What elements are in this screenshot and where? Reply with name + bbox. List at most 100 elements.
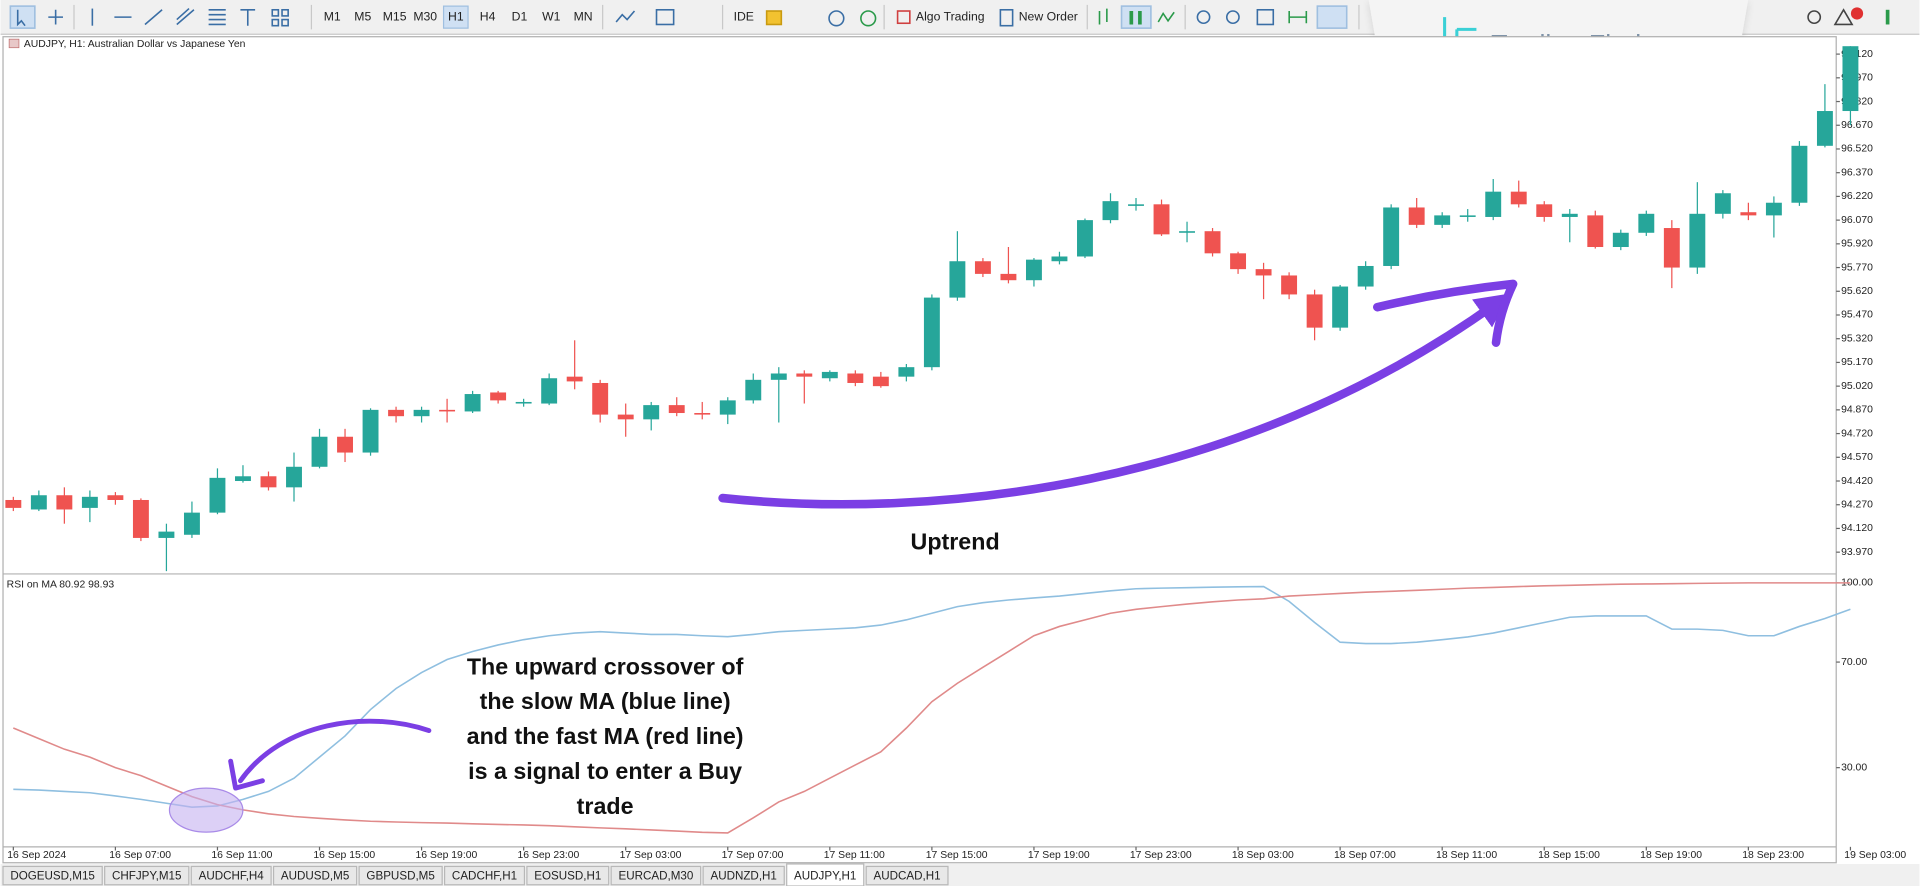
y-tick-label: 100.00 — [1841, 578, 1873, 589]
tile-icon[interactable] — [1256, 8, 1275, 26]
timeframe-button[interactable]: M5 — [354, 9, 371, 23]
market-icon[interactable] — [765, 10, 783, 26]
candle-body — [286, 466, 302, 488]
x-tick-label: 16 Sep 19:00 — [415, 850, 477, 861]
bars-icon[interactable] — [1098, 8, 1108, 25]
tab-label[interactable]: AUDCAD,H1 — [874, 869, 941, 882]
x-tick-label: 16 Sep 15:00 — [313, 850, 375, 861]
candle-body — [1204, 231, 1221, 254]
candle-body — [1332, 286, 1349, 328]
tab-label[interactable]: DOGEUSD,M15 — [10, 869, 95, 882]
text-icon[interactable] — [240, 8, 256, 26]
y-tick-label: 94.870 — [1841, 405, 1873, 416]
candle-body — [1638, 213, 1655, 233]
candle-body — [1714, 193, 1731, 214]
candle-body — [1485, 191, 1502, 217]
cursor-button[interactable] — [9, 5, 36, 29]
search-icon[interactable] — [1807, 10, 1822, 25]
candle-body — [1230, 253, 1247, 270]
candle-body — [515, 401, 532, 404]
candle-body — [974, 261, 991, 274]
candle-body — [592, 382, 609, 415]
tab[interactable] — [786, 863, 865, 886]
tab[interactable] — [358, 865, 443, 886]
algo-trading-button[interactable]: Algo Trading — [916, 9, 985, 23]
tab[interactable] — [272, 865, 358, 886]
order-icon[interactable] — [999, 8, 1014, 27]
tab[interactable] — [190, 865, 272, 886]
crossover-highlight — [168, 787, 244, 833]
x-tick-label: 16 Sep 23:00 — [518, 850, 580, 861]
timeframe-button[interactable]: M30 — [413, 9, 437, 23]
tab-label[interactable]: CADCHF,H1 — [452, 869, 517, 882]
y-tick-label: 95.770 — [1841, 262, 1873, 273]
candle-body — [158, 531, 175, 538]
shapes-icon[interactable] — [271, 8, 280, 17]
timeframe-button[interactable]: MN — [574, 9, 593, 23]
candle-body — [1408, 207, 1425, 225]
timeframe-button[interactable]: M15 — [383, 9, 407, 23]
timeframe-button[interactable]: M1 — [324, 9, 341, 23]
x-tick-label: 18 Sep 11:00 — [1436, 850, 1497, 861]
timeframe-button[interactable]: H4 — [480, 9, 496, 23]
candle-body — [107, 495, 124, 500]
candle-body — [1281, 275, 1298, 295]
x-tick-label: 18 Sep 07:00 — [1334, 850, 1396, 861]
algo-icon[interactable] — [896, 10, 911, 25]
candle-body — [1663, 228, 1680, 268]
zoom-in-icon[interactable] — [1196, 10, 1211, 25]
tab[interactable] — [610, 865, 702, 886]
candle-body — [1689, 213, 1706, 268]
tab-label[interactable]: GBPUSD,M5 — [366, 869, 434, 882]
tab[interactable] — [702, 865, 785, 886]
zoom-out-icon[interactable] — [1225, 10, 1240, 25]
tab[interactable] — [104, 865, 190, 886]
ide-button[interactable]: IDE — [734, 9, 754, 23]
tab-label[interactable]: EURCAD,M30 — [618, 869, 693, 882]
timeframe-button[interactable]: D1 — [512, 9, 528, 23]
signal-annotation: trade — [577, 793, 634, 819]
tab-label[interactable]: AUDJPY,H1 — [794, 869, 856, 882]
x-tick-label: 19 Sep 03:00 — [1844, 850, 1906, 861]
uptrend-arrowhead — [1373, 279, 1518, 347]
tab[interactable] — [2, 865, 103, 886]
new-order-button[interactable]: New Order — [1019, 9, 1078, 23]
scroll-icon[interactable] — [1288, 11, 1308, 24]
timeframe-button[interactable]: H1 — [448, 9, 464, 23]
candle-body — [668, 405, 685, 414]
candle-body — [898, 367, 915, 377]
chart-type-icon[interactable] — [615, 10, 636, 23]
x-tick-label: 17 Sep 23:00 — [1130, 850, 1192, 861]
line-icon[interactable] — [1157, 11, 1175, 23]
channel-icon[interactable] — [176, 7, 195, 26]
tab[interactable] — [526, 865, 610, 886]
tab-label[interactable]: EOSUSD,H1 — [534, 869, 601, 882]
tab-label[interactable]: AUDNZD,H1 — [710, 869, 776, 882]
timeframe-button[interactable]: W1 — [542, 9, 561, 23]
template-icon[interactable] — [655, 8, 675, 26]
fibo-icon[interactable] — [208, 8, 226, 26]
candle-body — [1051, 256, 1068, 262]
x-tick-label: 17 Sep 19:00 — [1028, 850, 1090, 861]
candle-body — [949, 261, 966, 298]
chart-frame — [2, 36, 1837, 864]
candle-body — [745, 379, 762, 401]
vps-icon[interactable] — [828, 10, 845, 27]
candle-body — [719, 400, 736, 415]
y-tick-label: 95.470 — [1841, 310, 1873, 321]
tab-label[interactable]: CHFJPY,M15 — [112, 869, 181, 882]
tab-label[interactable]: AUDUSD,M5 — [281, 869, 349, 882]
shift-button[interactable] — [1316, 5, 1348, 29]
candles-button[interactable] — [1120, 5, 1152, 29]
tab[interactable] — [443, 865, 526, 886]
tab-label[interactable]: AUDCHF,H4 — [199, 869, 265, 882]
alerts-icon[interactable] — [1833, 8, 1854, 26]
x-tick-label: 16 Sep 07:00 — [109, 850, 171, 861]
tab[interactable] — [865, 865, 949, 886]
crosshair-icon[interactable] — [48, 9, 63, 25]
y-tick-label: 70.00 — [1841, 657, 1867, 668]
signals-icon[interactable] — [860, 10, 877, 27]
candle-body — [56, 495, 73, 510]
y-tick-label: 96.520 — [1841, 144, 1873, 155]
trendline-icon[interactable] — [144, 9, 163, 26]
